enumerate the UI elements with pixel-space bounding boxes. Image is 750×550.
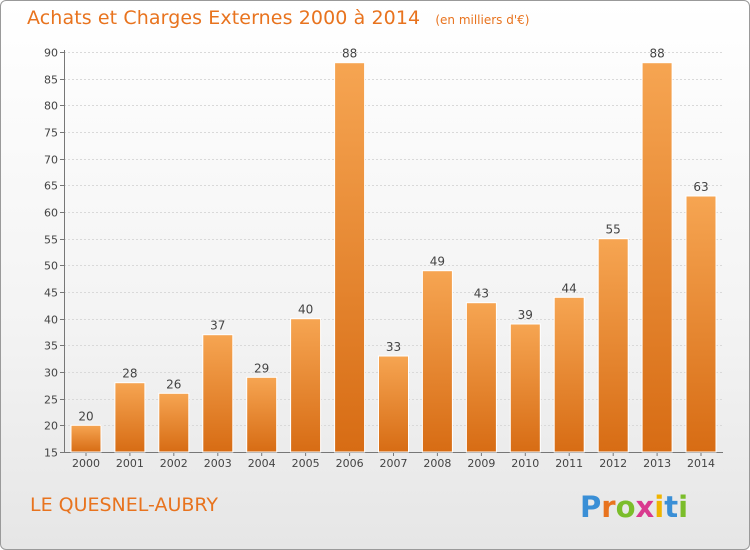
y-tick-label: 40 bbox=[44, 314, 58, 327]
y-tick-label: 70 bbox=[44, 154, 58, 167]
bar-value-label: 63 bbox=[693, 180, 708, 194]
y-tick-label: 80 bbox=[44, 100, 58, 113]
x-tick-label: 2012 bbox=[599, 457, 627, 470]
bar-value-label: 55 bbox=[606, 223, 621, 237]
bar-2001 bbox=[114, 382, 146, 453]
bar-2004 bbox=[246, 376, 278, 453]
y-tick-label: 75 bbox=[44, 127, 58, 140]
chart-title: Achats et Charges Externes 2000 à 2014 bbox=[27, 7, 421, 29]
y-tick-label: 90 bbox=[44, 47, 58, 60]
x-tick-label: 2002 bbox=[160, 457, 188, 470]
y-tick-label: 50 bbox=[44, 260, 58, 273]
bar-value-label: 28 bbox=[122, 367, 137, 381]
y-tick-labels: 15 20 25 30 35 40 45 50 55 60 65 70 75 80 85 90 bbox=[44, 47, 58, 460]
bar-2010 bbox=[509, 323, 541, 453]
bar-2006 bbox=[334, 62, 366, 453]
bar-2005 bbox=[290, 318, 322, 453]
bar-value-labels: 20 28 26 37 29 40 88 33 49 43 39 44 55 88 63 bbox=[78, 47, 708, 424]
x-tick-label: 2000 bbox=[72, 457, 100, 470]
proxiti-logo: Proxiti bbox=[580, 490, 688, 524]
svg-text:Proxiti: Proxiti bbox=[580, 490, 688, 524]
x-tick-label: 2007 bbox=[380, 457, 408, 470]
x-tick-label: 2011 bbox=[555, 457, 583, 470]
bar-value-label: 43 bbox=[474, 287, 489, 301]
bar-value-label: 88 bbox=[649, 47, 664, 61]
bar-value-label: 29 bbox=[254, 361, 269, 375]
y-tick-label: 20 bbox=[44, 420, 58, 433]
y-tick-label: 55 bbox=[44, 234, 58, 247]
x-tick-label: 2001 bbox=[116, 457, 144, 470]
x-tick-labels: 2000 2001 2002 2003 2004 2005 2006 2007 2008 2009… bbox=[72, 457, 715, 470]
x-tick-label: 2005 bbox=[292, 457, 320, 470]
bar-2003 bbox=[202, 334, 234, 453]
x-tick-label: 2006 bbox=[336, 457, 364, 470]
x-tick-label: 2003 bbox=[204, 457, 232, 470]
y-tick-label: 85 bbox=[44, 74, 58, 87]
y-tick-label: 65 bbox=[44, 180, 58, 193]
bar-2000 bbox=[70, 424, 102, 453]
bar-2007 bbox=[378, 355, 409, 453]
y-tick-label: 15 bbox=[44, 447, 58, 460]
x-tick-label: 2013 bbox=[643, 457, 671, 470]
bar-value-label: 26 bbox=[166, 377, 181, 391]
title-block: Achats et Charges Externes 2000 à 2014 (… bbox=[27, 7, 529, 29]
bar-2002 bbox=[158, 392, 190, 453]
y-tick-label: 35 bbox=[44, 340, 58, 353]
bar-value-label: 40 bbox=[298, 303, 313, 317]
y-tick-label: 60 bbox=[44, 207, 58, 220]
y-tick-label: 30 bbox=[44, 367, 58, 380]
bar-value-label: 33 bbox=[386, 340, 401, 354]
bar-value-label: 39 bbox=[518, 308, 533, 322]
bar-2013 bbox=[641, 62, 673, 453]
bar-value-label: 88 bbox=[342, 47, 357, 61]
y-tick-label: 25 bbox=[44, 394, 58, 407]
bar-2011 bbox=[553, 296, 585, 453]
bar-value-label: 49 bbox=[430, 255, 445, 269]
x-tick-label: 2008 bbox=[423, 457, 451, 470]
bar-2008 bbox=[421, 270, 453, 453]
bar-value-label: 37 bbox=[210, 319, 225, 333]
bar-value-label: 20 bbox=[78, 409, 93, 423]
bars bbox=[70, 62, 717, 453]
bar-2012 bbox=[597, 238, 629, 453]
x-tick-label: 2004 bbox=[248, 457, 276, 470]
x-tick-label: 2010 bbox=[511, 457, 539, 470]
y-tick-label: 45 bbox=[44, 287, 58, 300]
x-tick-label: 2009 bbox=[467, 457, 495, 470]
chart-subtitle: (en milliers d'€) bbox=[435, 13, 530, 27]
place-name: LE QUESNEL-AUBRY bbox=[30, 494, 218, 516]
bar-2014 bbox=[685, 195, 717, 453]
x-tick-label: 2014 bbox=[687, 457, 715, 470]
bar-2009 bbox=[465, 302, 497, 453]
bar-value-label: 44 bbox=[562, 281, 577, 295]
